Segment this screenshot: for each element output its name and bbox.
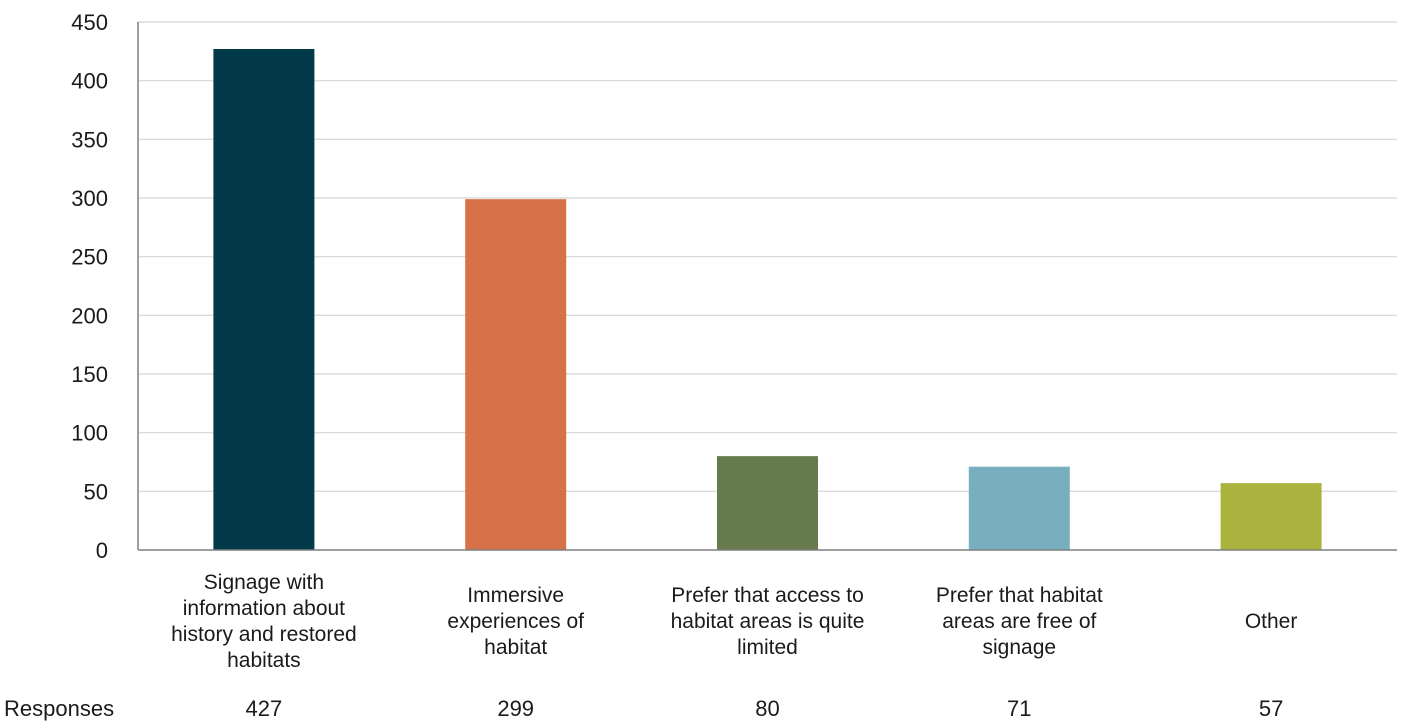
y-tick-label: 0 [96, 538, 108, 563]
y-tick-label: 450 [71, 10, 108, 35]
y-tick-label: 50 [84, 479, 108, 504]
x-category-label: Other [1245, 610, 1298, 633]
bar [717, 456, 818, 550]
x-category-label: Prefer that access to habitat areas is qu… [671, 584, 865, 659]
y-tick-label: 200 [71, 303, 108, 328]
y-tick-label: 300 [71, 186, 108, 211]
bar [213, 48, 315, 551]
data-table-value: 80 [755, 696, 779, 721]
bars [213, 48, 1322, 551]
y-tick-label: 400 [71, 69, 108, 94]
y-tick-label: 350 [71, 127, 108, 152]
y-tick-label: 150 [71, 362, 108, 387]
bar [1220, 483, 1322, 550]
x-category-label: Prefer that habitat areas are free of sign… [936, 584, 1103, 659]
data-table-value: 57 [1259, 696, 1283, 721]
data-table-row-label: Responses [4, 696, 114, 721]
data-table-row: Responses 427 299 80 71 57 [4, 696, 1283, 721]
bar [465, 199, 567, 550]
data-table-value: 299 [497, 696, 534, 721]
y-axis-ticks: 0 50 100 150 200 250 300 350 400 450 [71, 10, 108, 563]
gridlines [138, 21, 1397, 492]
category-labels: Signage with information about history and… [171, 571, 1297, 672]
y-tick-label: 100 [71, 421, 108, 446]
axes [137, 22, 1397, 551]
x-category-label: Immersive experiences of habitat [447, 584, 584, 659]
data-table-value: 427 [246, 696, 283, 721]
x-category-label: Signage with information about history and… [171, 571, 357, 672]
bar [968, 466, 1070, 550]
y-tick-label: 250 [71, 245, 108, 270]
data-table-value: 71 [1007, 696, 1031, 721]
